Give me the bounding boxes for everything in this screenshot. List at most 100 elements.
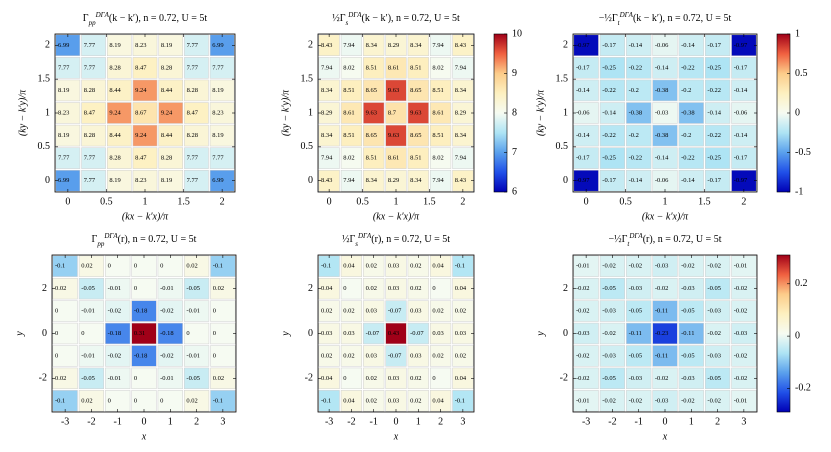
cell-label: 7.94	[455, 64, 467, 71]
cell-label: -0.03	[655, 109, 669, 116]
cell-label: -0.1	[213, 397, 223, 404]
cell-label: -0.05	[81, 285, 95, 292]
chart-title: −½ΓtDΓA(k − k′), n = 0.72, U = 5t	[599, 11, 732, 27]
heatmap-cell	[626, 300, 652, 322]
heatmap-cell	[132, 79, 158, 102]
cell-label: 0.02	[432, 352, 443, 359]
heatmap-cell	[81, 124, 106, 147]
chart-title: −½ΓtDΓA(r), n = 0.72, U = 5t	[609, 232, 722, 248]
cell-label: 0	[343, 375, 346, 382]
cell-label: 8.65	[366, 132, 377, 139]
y-axis-label: y	[535, 331, 546, 337]
heatmap-cell	[55, 79, 81, 102]
cell-label: -0.38	[629, 109, 643, 116]
cell-label: 8.19	[212, 132, 223, 139]
x-axis-label: x	[662, 431, 668, 442]
heatmap-cell	[363, 300, 385, 322]
cell-label: 0	[134, 375, 137, 382]
x-tick-label: 0.5	[619, 196, 632, 207]
x-tick-label: 3	[220, 416, 225, 427]
cell-label: -0.14	[629, 177, 643, 184]
heatmap-cell	[599, 345, 626, 367]
cell-label: 7.77	[58, 155, 70, 162]
cell-label: -0.03	[602, 308, 616, 315]
cell-label: 0	[55, 330, 58, 337]
x-tick-label: 1.5	[177, 196, 190, 207]
cell-label: -0.22	[602, 87, 616, 94]
x-tick-label: 0.5	[100, 196, 113, 207]
cell-label: 8.28	[161, 155, 172, 162]
x-axis-label: (kx − k′x)/π	[373, 211, 420, 222]
cell-label: 8.44	[161, 87, 173, 94]
heatmap-cell	[652, 345, 678, 367]
heatmap-cell	[131, 300, 157, 322]
chart-title: ½ΓsDΓA(r), n = 0.72, U = 5t	[342, 232, 450, 248]
heatmap-cell	[184, 34, 209, 57]
heatmap-cell	[158, 102, 184, 124]
cell-label: 8.28	[161, 64, 172, 71]
heatmap-cell	[678, 102, 704, 124]
heatmap-cell	[452, 124, 474, 147]
title-sub: pp	[96, 240, 105, 248]
cell-label: -0.14	[734, 87, 748, 94]
cell-label: -0.25	[707, 155, 721, 162]
cell-label: -0.14	[707, 109, 721, 116]
heatmap-cell	[81, 34, 106, 57]
cell-label: 0	[432, 375, 435, 382]
heatmap-cell	[599, 277, 626, 300]
cell-label: -0.22	[629, 64, 643, 71]
cell-label: -0.14	[602, 109, 616, 116]
cell-label: -0.06	[655, 177, 669, 184]
heatmap-cell	[157, 277, 183, 300]
heatmap-cell	[81, 79, 106, 102]
heatmap-cell	[363, 79, 385, 102]
heatmap-cell	[678, 34, 704, 57]
cell-label: 0.03	[388, 397, 399, 404]
heatmap-cell	[318, 345, 340, 367]
heatmap-cell	[55, 57, 81, 79]
heatmap-cell	[407, 147, 429, 169]
cell-label: -0.05	[707, 375, 721, 382]
cell-label: -0.2	[681, 87, 691, 94]
cell-label: -0.38	[655, 87, 669, 94]
cell-label: 0	[134, 285, 137, 292]
heatmap-cell	[81, 169, 106, 192]
cell-label: 7.94	[455, 155, 467, 162]
colorbar-tick-label: 8	[512, 107, 517, 118]
cell-label: -0.05	[681, 308, 695, 315]
cell-label: 8.19	[161, 42, 172, 49]
heatmap-cell	[652, 300, 678, 322]
heatmap-cell	[704, 34, 731, 57]
cell-label: 0.02	[455, 308, 466, 315]
cell-label: 8.19	[161, 177, 172, 184]
cell-label: -0.97	[734, 177, 748, 184]
cell-label: -0.14	[681, 177, 695, 184]
cell-label: 8.51	[366, 64, 377, 71]
cell-label: 8.51	[343, 132, 354, 139]
heatmap-cell	[363, 147, 385, 169]
heatmap-cell	[599, 79, 626, 102]
heatmap-cell	[573, 124, 599, 147]
heatmap-cell	[407, 367, 429, 390]
cell-label: 0	[55, 352, 58, 359]
cell-label: 0.02	[410, 375, 421, 382]
heatmap-cell	[340, 367, 363, 390]
cell-label: -0.05	[629, 352, 643, 359]
heatmap-cell	[452, 79, 474, 102]
heatmap-cell	[209, 79, 235, 102]
heatmap-cell	[81, 57, 106, 79]
heatmap-cell	[573, 147, 599, 169]
cell-label: 0.04	[432, 263, 444, 270]
title-main: Γ	[92, 234, 98, 245]
heatmap-cell	[429, 367, 452, 390]
cell-label: 8.19	[109, 42, 120, 49]
cell-label: 8.23	[135, 42, 146, 49]
cell-label: 8.43	[455, 42, 466, 49]
cell-label: 6.99	[212, 177, 223, 184]
heatmap-cell	[385, 300, 407, 322]
title-sup: DΓA	[347, 11, 362, 19]
heatmap-cell	[407, 277, 429, 300]
heatmap-cell	[209, 147, 235, 169]
heatmap-cell	[678, 79, 704, 102]
cell-label: 8.43	[321, 177, 332, 184]
